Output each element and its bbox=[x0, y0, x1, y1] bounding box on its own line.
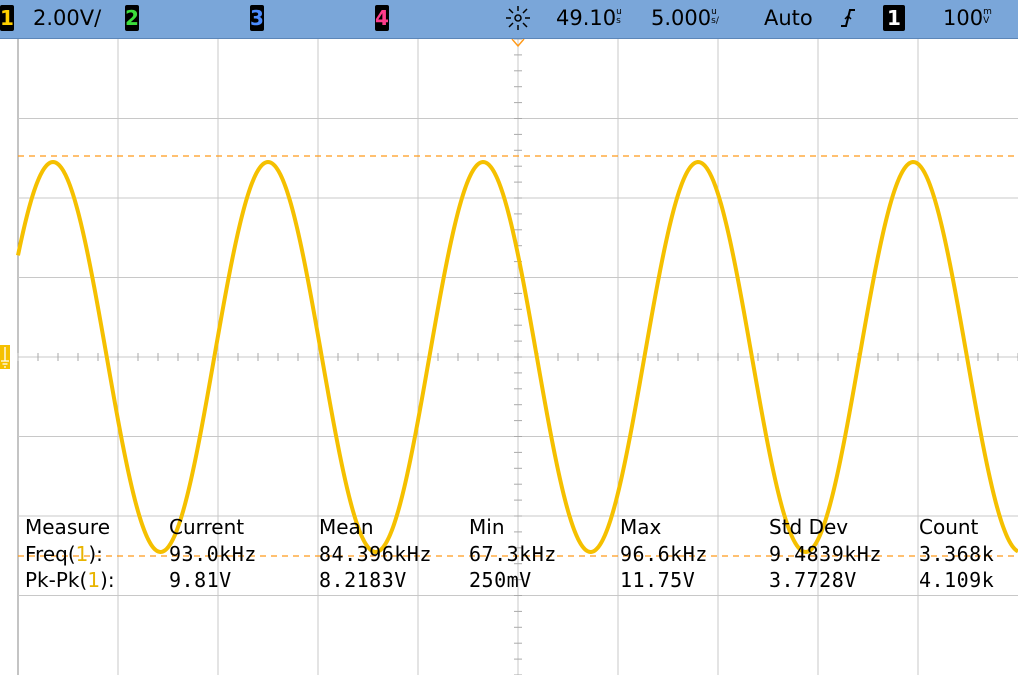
time-base-unit: u s/ bbox=[711, 7, 719, 26]
trigger-level[interactable]: 100m V bbox=[943, 6, 992, 30]
freq-mean: 84.396kHz bbox=[319, 542, 432, 566]
pkpk-min: 250mV bbox=[469, 568, 532, 592]
time-base-value: 5.000 bbox=[651, 6, 712, 30]
measurement-label: Freq(1): bbox=[25, 542, 103, 566]
measurement-label-close: ): bbox=[88, 542, 103, 566]
channel-3-indicator[interactable]: 3 bbox=[250, 5, 264, 31]
pkpk-count: 4.109k bbox=[919, 568, 995, 592]
channel-1-indicator[interactable]: 1 bbox=[0, 5, 14, 31]
measurement-row-freq[interactable]: Freq(1): 93.0kHz 84.396kHz 67.3kHz 96.6k… bbox=[0, 542, 1018, 566]
freq-count: 3.368k bbox=[919, 542, 995, 566]
channel-1-scale[interactable]: 2.00V/ bbox=[33, 6, 102, 30]
measurement-label-close: ): bbox=[100, 568, 115, 592]
channel-2-indicator[interactable]: 2 bbox=[125, 5, 139, 31]
freq-min: 67.3kHz bbox=[469, 542, 557, 566]
time-delay-unit: u s bbox=[616, 7, 622, 26]
pkpk-mean: 8.2183V bbox=[319, 568, 407, 592]
ground-icon bbox=[1, 347, 9, 368]
rising-edge-icon bbox=[840, 7, 856, 34]
trigger-level-unit: m V bbox=[983, 7, 992, 26]
freq-max: 96.6kHz bbox=[620, 542, 708, 566]
measurement-channel: 1 bbox=[75, 542, 89, 566]
header-measure: Measure bbox=[25, 515, 110, 539]
status-bar: 1 2.00V/ 2 3 4 49.10u s 5.000u s/ Auto 1… bbox=[0, 0, 1018, 39]
scope-display[interactable] bbox=[0, 39, 1018, 675]
measurement-row-pkpk[interactable]: Pk-Pk(1): 9.81V 8.2183V 250mV 11.75V 3.7… bbox=[0, 568, 1018, 592]
measurement-channel: 1 bbox=[87, 568, 101, 592]
measurement-name: Pk-Pk( bbox=[25, 568, 88, 592]
freq-std-dev: 9.4839kHz bbox=[769, 542, 882, 566]
trigger-mode[interactable]: Auto bbox=[764, 6, 813, 30]
channel-1-waveform bbox=[16, 160, 1018, 554]
pkpk-max: 11.75V bbox=[620, 568, 696, 592]
trigger-source[interactable]: 1 bbox=[883, 5, 905, 31]
time-delay-value: 49.10 bbox=[556, 6, 617, 30]
header-min: Min bbox=[469, 515, 505, 539]
time-delay[interactable]: 49.10u s bbox=[556, 6, 622, 30]
freq-current: 93.0kHz bbox=[169, 542, 257, 566]
trigger-delay-marker[interactable] bbox=[511, 39, 525, 48]
header-current: Current bbox=[169, 515, 245, 539]
measurement-table: Measure Current Mean Min Max Std Dev Cou… bbox=[0, 515, 1018, 595]
header-max: Max bbox=[620, 515, 662, 539]
acquisition-running-icon bbox=[504, 4, 532, 37]
pkpk-std-dev: 3.7728V bbox=[769, 568, 857, 592]
header-mean: Mean bbox=[319, 515, 374, 539]
header-std-dev: Std Dev bbox=[769, 515, 849, 539]
trigger-level-value: 100 bbox=[943, 6, 984, 30]
channel-4-indicator[interactable]: 4 bbox=[375, 5, 389, 31]
time-base[interactable]: 5.000u s/ bbox=[651, 6, 719, 30]
measurement-header-row: Measure Current Mean Min Max Std Dev Cou… bbox=[0, 515, 1018, 539]
channel-1-ground-marker[interactable] bbox=[0, 345, 10, 369]
header-count: Count bbox=[919, 515, 979, 539]
measurement-label: Pk-Pk(1): bbox=[25, 568, 115, 592]
pkpk-current: 9.81V bbox=[169, 568, 232, 592]
measurement-name: Freq( bbox=[25, 542, 76, 566]
